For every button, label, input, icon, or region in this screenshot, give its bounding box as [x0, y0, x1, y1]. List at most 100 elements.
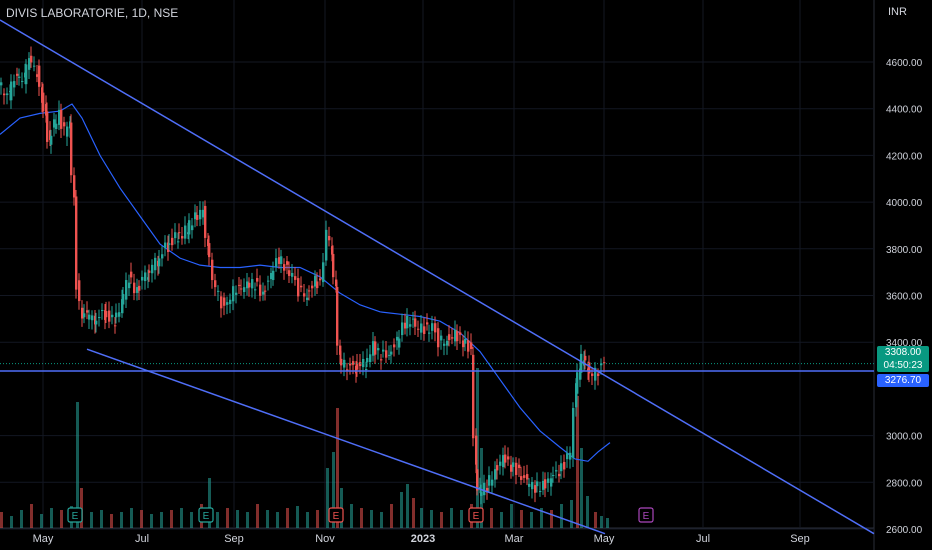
candle-body [141, 276, 144, 281]
candle-body [128, 282, 131, 289]
volume-bar [450, 508, 453, 528]
candle-body [393, 344, 396, 348]
volume-bar [0, 512, 3, 528]
candle-body [362, 358, 365, 368]
volume-bar [10, 516, 13, 528]
volume-bar [170, 510, 173, 528]
level-price-value: 3276.70 [884, 375, 922, 386]
volume-bar [400, 492, 403, 528]
candle-body [426, 322, 429, 325]
candle-body [291, 272, 294, 277]
volume-bar [316, 510, 319, 528]
volume-bar [120, 512, 123, 528]
candle-body [211, 259, 214, 281]
candle-body [94, 315, 97, 325]
candle-body [563, 461, 566, 470]
volume-bar [560, 504, 563, 528]
candle-body [575, 383, 578, 408]
candle-body [572, 408, 575, 458]
volume-bar [420, 508, 423, 528]
candle-body [504, 454, 507, 463]
volume-bar [276, 512, 279, 528]
earnings-marker [67, 507, 83, 523]
candle-body [91, 315, 94, 321]
volume-bar [594, 512, 597, 528]
candle-body [38, 65, 41, 87]
candle-body [108, 310, 111, 322]
volume-bar [336, 408, 339, 528]
candle-body [235, 292, 238, 295]
candle-body [331, 246, 334, 255]
candle-body [303, 293, 306, 297]
currency-label: INR [888, 6, 907, 18]
volume-bar [216, 512, 219, 528]
candle-body [491, 479, 494, 486]
candle-body [569, 452, 572, 460]
candle-body [409, 324, 412, 327]
last-price-tag: 3308.00 04:50:23 [877, 346, 929, 372]
candle-body [28, 58, 31, 70]
candle-body [496, 465, 499, 471]
candle-body [53, 119, 56, 128]
candle-body [336, 286, 339, 346]
candle-body [603, 362, 606, 364]
volume-bar [180, 508, 183, 528]
candle-body [420, 323, 423, 333]
y-tick-label: 4200.00 [886, 151, 923, 162]
x-tick-label: Jul [696, 533, 710, 545]
candle-body [10, 81, 13, 101]
candle-body [217, 290, 220, 292]
volume-bar [476, 368, 479, 528]
candle-body [396, 336, 399, 341]
candle-body [388, 354, 391, 356]
volume-bar [600, 516, 603, 528]
candle-body [202, 209, 205, 218]
earnings-marker-label: E [643, 511, 650, 522]
candle-body [136, 287, 139, 293]
candle-body [171, 237, 174, 246]
volume-bar [360, 508, 363, 528]
candle-body [95, 320, 98, 325]
volume-bar [326, 468, 329, 528]
candle-body [547, 478, 550, 483]
candle-body [591, 373, 594, 376]
volume-bar [530, 512, 533, 528]
candle-body [232, 286, 235, 302]
volume-bar [412, 498, 415, 528]
candle-body [121, 299, 124, 313]
candle-body [552, 474, 555, 476]
candle-body [539, 491, 542, 493]
earnings-marker [468, 507, 484, 523]
candle-body [544, 479, 547, 489]
candle-body [476, 469, 479, 491]
candle-body [597, 373, 600, 377]
last-price-value: 3308.00 [884, 347, 922, 358]
volume-bar [226, 508, 229, 528]
candle-body [507, 456, 510, 460]
candle-body [531, 481, 534, 490]
candle-body [184, 225, 187, 239]
candle-body [66, 126, 69, 137]
candle-body [188, 220, 191, 235]
candle-body [322, 262, 325, 283]
x-tick-label: Jul [135, 533, 149, 545]
y-tick-label: 2600.00 [886, 525, 923, 536]
candle-body [3, 93, 6, 96]
volume-bar [60, 510, 63, 528]
candle-body [512, 462, 515, 467]
candle-body [256, 278, 259, 282]
candle-body [196, 215, 199, 220]
volume-bar [490, 508, 493, 528]
x-tick-label: Sep [790, 533, 810, 545]
candle-body [25, 64, 28, 85]
volume-bar [576, 396, 579, 528]
candle-body [161, 254, 164, 259]
y-tick-label: 4400.00 [886, 105, 923, 116]
y-tick-label: 2800.00 [886, 478, 923, 489]
candle-body [177, 241, 180, 243]
x-tick-label: May [33, 533, 54, 545]
candle-body [75, 196, 78, 290]
earnings-marker [638, 507, 654, 523]
candle-body [194, 212, 197, 220]
